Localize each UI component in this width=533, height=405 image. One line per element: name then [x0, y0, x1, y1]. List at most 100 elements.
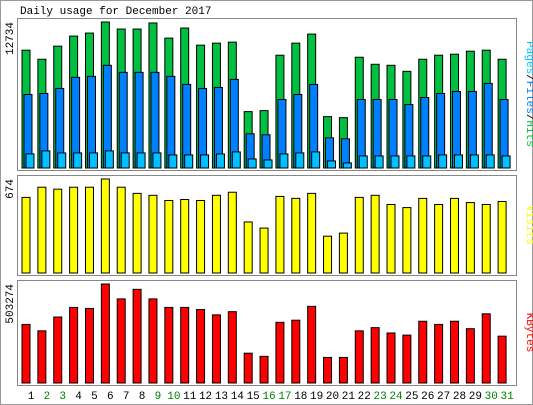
legend-entry: KBytes — [523, 313, 533, 353]
x-tick-label: 26 — [421, 391, 434, 403]
bar — [307, 192, 317, 274]
legend-separator: / — [523, 114, 533, 121]
bar — [84, 307, 94, 384]
x-tick-label: 12 — [199, 391, 212, 403]
x-tick-label: 5 — [91, 391, 98, 403]
x-tick-label: 4 — [75, 391, 82, 403]
legend-entry: Files — [523, 81, 533, 114]
x-tick-label: 23 — [374, 391, 387, 403]
bar — [37, 186, 47, 274]
bar — [180, 199, 190, 274]
x-tick-label: 15 — [247, 391, 260, 403]
bar — [25, 153, 35, 169]
y-tick-label: 12734 — [5, 22, 17, 55]
bar — [132, 288, 142, 384]
x-tick-label: 11 — [183, 391, 197, 403]
bar — [116, 298, 126, 384]
bar — [453, 154, 463, 169]
bar — [148, 298, 158, 384]
x-tick-label: 24 — [389, 391, 403, 403]
bar — [275, 321, 285, 384]
x-tick-label: 29 — [469, 391, 482, 403]
bar — [263, 159, 273, 169]
legend: KBytes — [523, 313, 533, 353]
bar — [374, 155, 384, 169]
legend-entry: Pages — [523, 41, 533, 74]
x-tick-label: 10 — [167, 391, 180, 403]
x-tick-label: 19 — [310, 391, 323, 403]
bar — [53, 188, 63, 274]
x-tick-label: 2 — [44, 391, 51, 403]
x-tick-label: 9 — [155, 391, 162, 403]
bar — [323, 356, 333, 384]
bar — [243, 221, 253, 274]
x-tick-label: 7 — [123, 391, 130, 403]
bar — [243, 352, 253, 384]
bar — [386, 332, 396, 384]
bar — [166, 75, 176, 169]
bar — [21, 196, 31, 274]
bar — [354, 196, 364, 274]
bar — [485, 154, 495, 169]
bar — [418, 320, 428, 384]
bar — [338, 356, 348, 384]
bar — [104, 150, 114, 169]
bar — [481, 204, 491, 274]
bar — [53, 316, 63, 384]
bar — [402, 334, 412, 384]
bar — [247, 158, 257, 169]
bar — [211, 314, 221, 384]
bar — [501, 155, 511, 169]
legend-entry: Visits — [523, 205, 533, 245]
bar — [279, 153, 289, 169]
bar — [275, 195, 285, 274]
x-tick-label: 25 — [405, 391, 418, 403]
bar — [136, 152, 146, 169]
bar — [422, 155, 432, 169]
x-tick-label: 13 — [215, 391, 228, 403]
bar — [390, 155, 400, 169]
bar — [120, 152, 130, 169]
x-tick-label: 20 — [326, 391, 339, 403]
bar — [370, 327, 380, 384]
x-tick-label: 1 — [28, 391, 35, 403]
bar — [227, 311, 237, 384]
bar — [434, 204, 444, 274]
bar — [338, 232, 348, 274]
x-tick-label: 14 — [231, 391, 245, 403]
legend-separator: / — [523, 74, 533, 81]
bar — [402, 207, 412, 274]
bar — [259, 227, 269, 274]
bar — [164, 199, 174, 274]
bar — [84, 186, 94, 274]
bar — [481, 313, 491, 384]
bar — [21, 323, 31, 384]
bar — [354, 330, 364, 384]
x-tick-label: 8 — [139, 391, 146, 403]
bar — [469, 154, 479, 169]
bar — [196, 309, 206, 384]
bar — [100, 283, 110, 384]
bar — [73, 152, 83, 169]
legend: Pages/Files/Hits — [523, 41, 533, 147]
bar — [465, 202, 475, 274]
bar — [406, 155, 416, 169]
bar — [184, 154, 194, 169]
bar — [164, 306, 174, 384]
legend: Visits — [523, 205, 533, 245]
bar — [434, 323, 444, 384]
bar — [386, 204, 396, 274]
chart-title: Daily usage for December 2017 — [20, 6, 211, 18]
bar — [200, 154, 210, 169]
x-tick-label: 27 — [437, 391, 450, 403]
bar — [132, 192, 142, 274]
bar — [327, 160, 337, 169]
x-tick-label: 22 — [358, 391, 371, 403]
x-tick-label: 21 — [342, 391, 356, 403]
bar — [227, 191, 237, 274]
y-tick-label: 503274 — [5, 284, 17, 324]
bar — [295, 152, 305, 169]
bar — [116, 186, 126, 274]
x-tick-label: 3 — [59, 391, 66, 403]
